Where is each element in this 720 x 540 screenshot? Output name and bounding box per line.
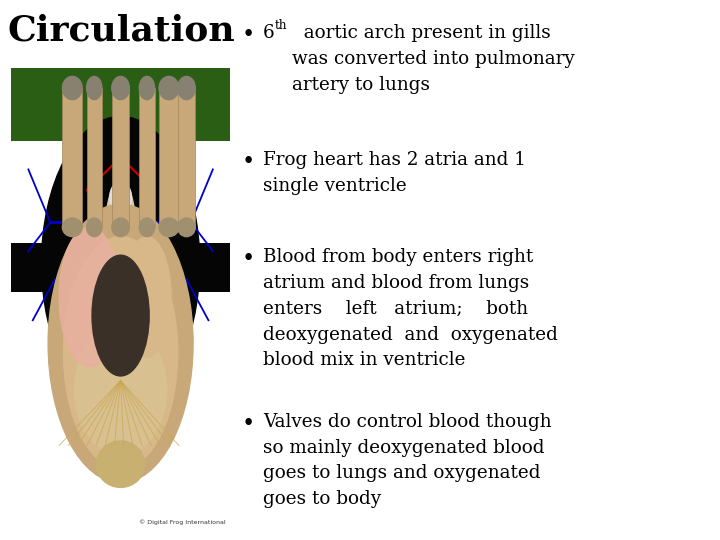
Text: •: • [241, 248, 254, 271]
FancyBboxPatch shape [63, 88, 82, 227]
Ellipse shape [63, 218, 82, 237]
Text: th: th [274, 19, 287, 32]
Text: 6: 6 [263, 24, 274, 42]
Ellipse shape [86, 218, 102, 237]
Text: •: • [241, 24, 254, 46]
FancyBboxPatch shape [195, 243, 235, 292]
Ellipse shape [86, 76, 102, 100]
Ellipse shape [159, 218, 179, 237]
Ellipse shape [59, 227, 121, 367]
Ellipse shape [123, 237, 171, 357]
Ellipse shape [74, 325, 167, 455]
Ellipse shape [178, 218, 195, 237]
Ellipse shape [139, 218, 155, 237]
Ellipse shape [105, 181, 136, 280]
FancyBboxPatch shape [139, 88, 155, 227]
FancyBboxPatch shape [86, 88, 102, 227]
Ellipse shape [63, 237, 178, 469]
Ellipse shape [159, 76, 179, 100]
Ellipse shape [42, 117, 199, 410]
Ellipse shape [178, 76, 195, 100]
FancyBboxPatch shape [159, 88, 179, 227]
Ellipse shape [96, 441, 145, 488]
Text: Valves do control blood though
so mainly deoxygenated blood
goes to lungs and ox: Valves do control blood though so mainly… [263, 413, 552, 508]
Text: Blood from body enters right
atrium and blood from lungs
enters    left   atrium: Blood from body enters right atrium and … [263, 248, 558, 369]
Text: Frog heart has 2 atria and 1
single ventricle: Frog heart has 2 atria and 1 single vent… [263, 151, 526, 195]
Text: © Digital Frog International: © Digital Frog International [140, 465, 226, 471]
Ellipse shape [63, 76, 82, 100]
FancyBboxPatch shape [6, 243, 46, 292]
Text: •: • [241, 413, 254, 435]
Text: •: • [241, 151, 254, 173]
FancyBboxPatch shape [11, 68, 230, 141]
Ellipse shape [48, 204, 193, 483]
Text: Circulation: Circulation [7, 14, 235, 48]
FancyBboxPatch shape [178, 88, 195, 227]
Ellipse shape [109, 181, 132, 214]
Ellipse shape [112, 76, 130, 100]
Ellipse shape [112, 218, 130, 237]
Ellipse shape [139, 76, 155, 100]
Text: © Digital Frog International: © Digital Frog International [140, 519, 226, 524]
FancyBboxPatch shape [112, 88, 130, 227]
Ellipse shape [92, 255, 149, 376]
Text: aortic arch present in gills
was converted into pulmonary
artery to lungs: aortic arch present in gills was convert… [292, 24, 575, 94]
